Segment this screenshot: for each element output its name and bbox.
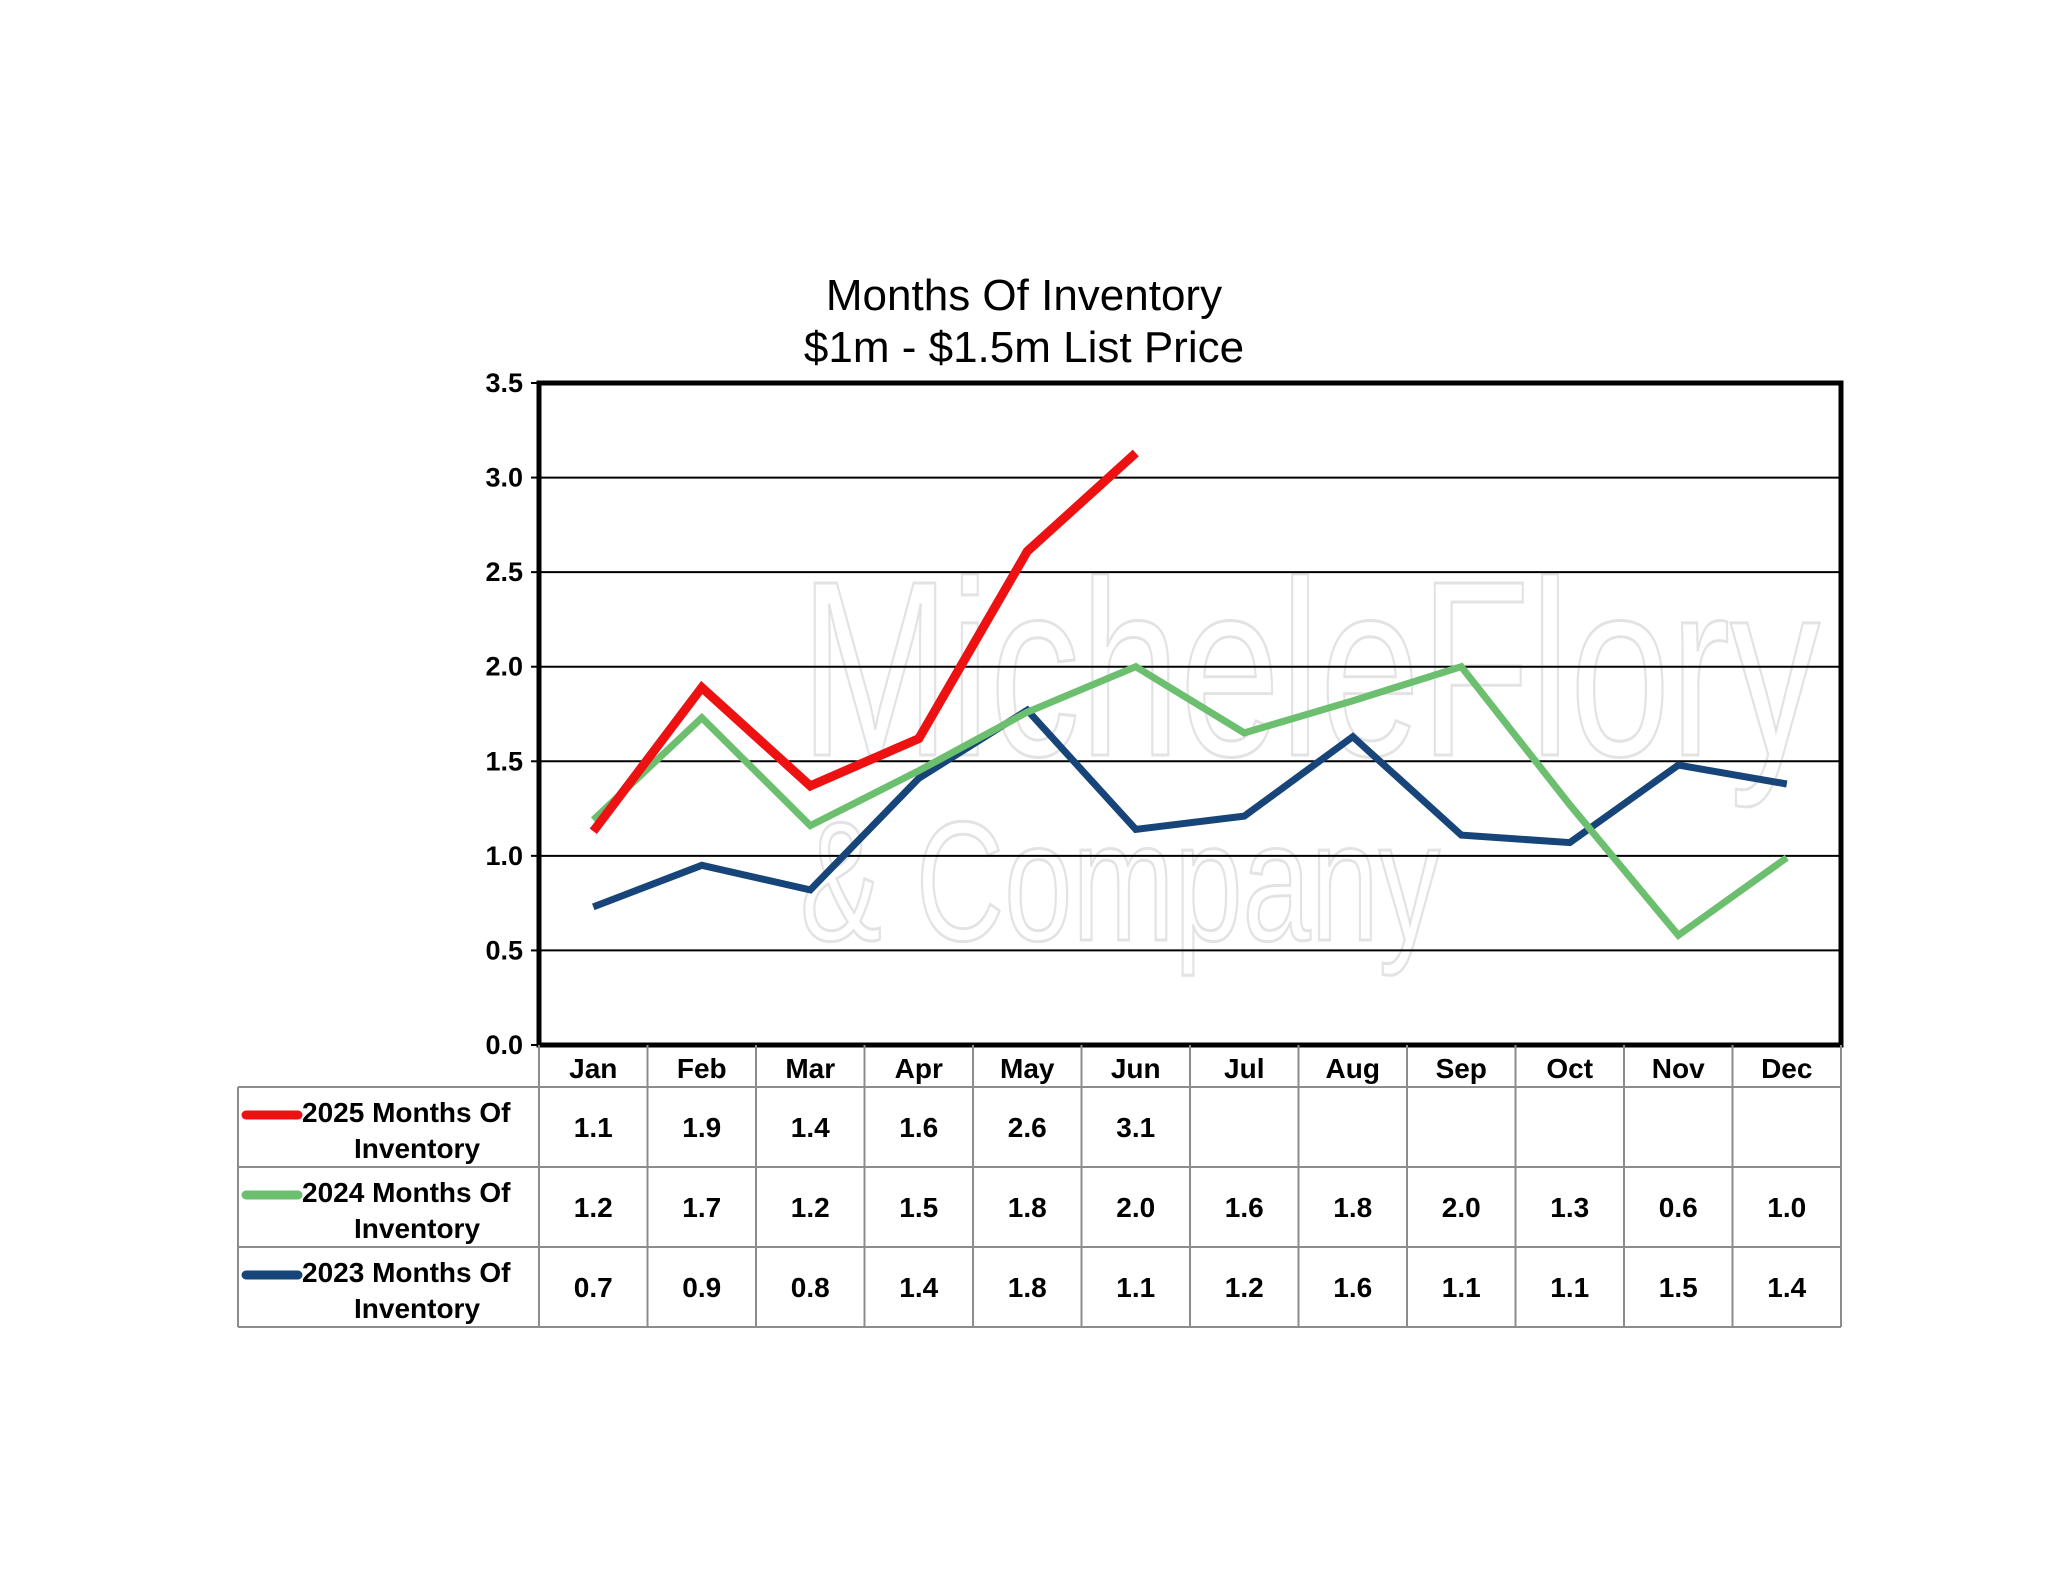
y-tick-label: 1.5 [485, 746, 523, 776]
data-table-cell: 0.6 [1659, 1192, 1698, 1223]
x-tick-label: Jan [569, 1053, 617, 1084]
x-tick-label: Nov [1652, 1053, 1705, 1084]
legend-label-line1: 2025 Months Of [302, 1097, 511, 1128]
data-table-cell: 0.7 [574, 1272, 613, 1303]
y-tick-label: 2.5 [485, 557, 523, 587]
data-table-cell: 1.8 [1008, 1272, 1047, 1303]
y-tick-label: 1.0 [485, 841, 523, 871]
x-tick-label: Oct [1546, 1053, 1593, 1084]
data-table-cell: 1.5 [899, 1192, 938, 1223]
data-table-cell: 1.4 [1767, 1272, 1806, 1303]
data-table-cell: 2.0 [1116, 1192, 1155, 1223]
data-table-cell: 1.9 [682, 1112, 721, 1143]
data-table-cell: 1.7 [682, 1192, 721, 1223]
data-table-cell: 3.1 [1116, 1112, 1155, 1143]
data-table-cell: 1.4 [899, 1272, 938, 1303]
table-row: 2024 Months Of Inventory 1.2 1.7 1.2 1.5 1.8 2.… [241, 1177, 1806, 1244]
data-table-cell: 1.6 [1333, 1272, 1372, 1303]
x-tick-label: May [1000, 1053, 1055, 1084]
data-table-cell: 1.1 [574, 1112, 613, 1143]
data-table-cell: 1.6 [1225, 1192, 1264, 1223]
chart-title: Months Of Inventory [826, 271, 1222, 320]
data-table-cell: 1.2 [1225, 1272, 1264, 1303]
data-table-cell: 0.8 [791, 1272, 830, 1303]
y-tick-label: 0.0 [485, 1030, 523, 1060]
legend-label-line1: 2024 Months Of [302, 1177, 511, 1208]
data-table-cell: 1.1 [1550, 1272, 1589, 1303]
data-table-cell: 1.2 [574, 1192, 613, 1223]
x-tick-label: Apr [895, 1053, 943, 1084]
data-table-cell: 2.6 [1008, 1112, 1047, 1143]
watermark-text-line1: MicheleFlory [800, 529, 1820, 808]
table-row: 2025 Months Of Inventory 1.1 1.9 1.4 1.6 2.6 3.… [241, 1097, 1155, 1164]
data-table-cell: 1.3 [1550, 1192, 1589, 1223]
x-tick-label: Jun [1111, 1053, 1161, 1084]
legend-label-line2: Inventory [354, 1213, 480, 1244]
x-tick-label: Jul [1224, 1053, 1264, 1084]
legend-label-line1: 2023 Months Of [302, 1257, 511, 1288]
data-table-cell: 1.0 [1767, 1192, 1806, 1223]
data-table-cell: 1.1 [1442, 1272, 1481, 1303]
data-table-cell: 1.1 [1116, 1272, 1155, 1303]
y-tick-label: 3.0 [485, 463, 523, 493]
x-tick-label: Mar [785, 1053, 835, 1084]
x-tick-label: Aug [1326, 1053, 1380, 1084]
data-table-cell: 1.8 [1008, 1192, 1047, 1223]
watermark-logo: MicheleFlory & Company [799, 528, 1822, 979]
legend-label-line2: Inventory [354, 1133, 480, 1164]
data-table-cell: 1.6 [899, 1112, 938, 1143]
data-table-cell: 1.8 [1333, 1192, 1372, 1223]
x-tick-label: Dec [1761, 1053, 1812, 1084]
y-tick-label: 2.0 [485, 652, 523, 682]
x-tick-label: Sep [1436, 1053, 1487, 1084]
watermark-text-line2: & Company [800, 787, 1440, 977]
data-table-cell: 1.5 [1659, 1272, 1698, 1303]
data-table-cell: 0.9 [682, 1272, 721, 1303]
y-tick-label: 3.5 [485, 368, 523, 398]
series-line-1 [590, 662, 1789, 941]
x-tick-label: Feb [677, 1053, 727, 1084]
data-table-cell: 2.0 [1442, 1192, 1481, 1223]
series-line-0 [589, 449, 1139, 835]
data-table-cell: 1.4 [791, 1112, 830, 1143]
table-row: 2023 Months Of Inventory 0.7 0.9 0.8 1.4 1.8 1.… [241, 1257, 1807, 1324]
chart-subtitle: $1m - $1.5m List Price [804, 323, 1244, 372]
y-tick-label: 0.5 [485, 935, 523, 965]
data-table-cell: 1.2 [791, 1192, 830, 1223]
legend-label-line2: Inventory [354, 1293, 480, 1324]
